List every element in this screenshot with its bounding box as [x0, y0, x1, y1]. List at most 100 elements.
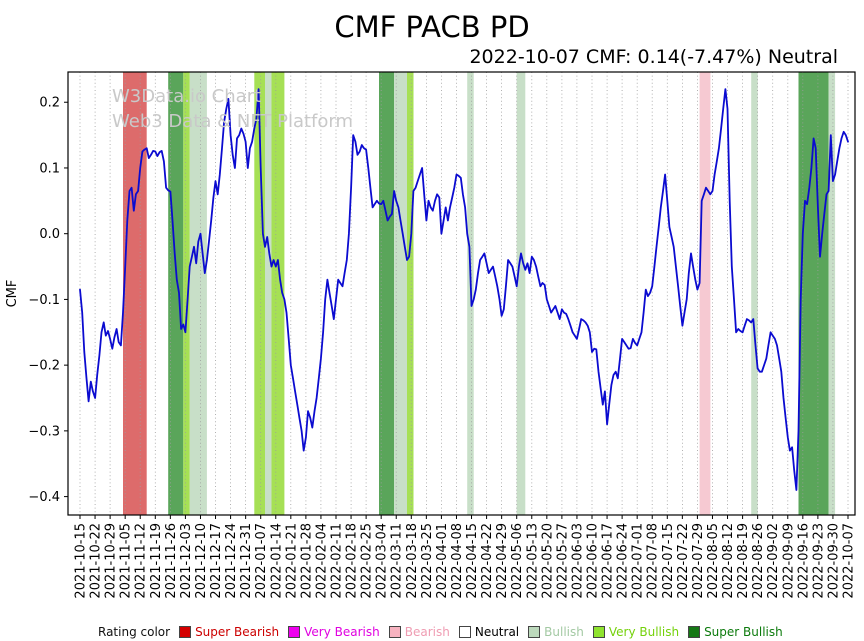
- x-tick-label: 2022-08-12: [721, 523, 736, 599]
- x-tick-label: 2022-06-17: [601, 523, 616, 599]
- legend-label: Very Bullish: [608, 625, 680, 639]
- x-tick-label: 2021-11-26: [164, 523, 179, 599]
- rating-band-bearish: [699, 72, 711, 515]
- x-tick-label: 2021-10-29: [104, 523, 119, 599]
- legend-label: Super Bearish: [195, 625, 280, 639]
- x-tick-label: 2022-01-14: [269, 523, 284, 599]
- legend-item: Super Bearish: [179, 625, 279, 639]
- x-tick-label: 2022-04-22: [480, 523, 495, 599]
- x-tick-label: 2022-03-11: [390, 523, 405, 599]
- rating-band-very_bullish: [183, 72, 190, 515]
- legend-label: Very Bearish: [304, 625, 380, 639]
- x-tick-label: 2022-08-26: [751, 523, 766, 599]
- legend-item: Neutral: [458, 625, 520, 639]
- y-tick-label: −0.3: [28, 424, 60, 439]
- x-tick-label: 2022-08-19: [736, 523, 751, 599]
- x-tick-label: 2022-02-18: [345, 523, 360, 599]
- rating-band-super_bullish: [379, 72, 395, 515]
- legend-swatch: [388, 626, 401, 638]
- x-tick-label: 2022-04-01: [435, 523, 450, 599]
- x-tick-label: 2021-10-22: [89, 523, 104, 599]
- rating-band-super_bearish: [123, 72, 147, 515]
- rating-band-bullish: [516, 72, 526, 515]
- cmf-line: [79, 88, 849, 491]
- x-tick-label: 2022-08-05: [706, 523, 721, 599]
- x-tick-label: 2021-11-12: [134, 523, 149, 599]
- x-tick-label: 2022-06-24: [616, 523, 631, 599]
- x-tick-label: 2022-07-29: [691, 523, 706, 599]
- x-tick-label: 2022-06-03: [570, 523, 585, 599]
- legend-label: Bearish: [404, 625, 450, 639]
- x-tick-label: 2021-12-10: [194, 523, 209, 599]
- x-tick-label: 2022-02-25: [360, 523, 375, 599]
- legend-swatch: [592, 626, 605, 638]
- watermark-line1: W3Data.io Chart: [112, 86, 261, 107]
- x-tick-label: 2022-03-18: [405, 523, 420, 599]
- rating-band-bullish: [394, 72, 407, 515]
- x-tick-label: 2022-04-08: [450, 523, 465, 599]
- x-tick-label: 2022-02-11: [330, 523, 345, 599]
- legend-item: Very Bearish: [288, 625, 380, 639]
- rating-band-bullish: [265, 72, 272, 515]
- plot-border: [67, 71, 856, 516]
- rating-band-very_bullish: [254, 72, 266, 515]
- x-tick-label: 2022-04-29: [495, 523, 510, 599]
- x-tick-label: 2022-09-16: [796, 523, 811, 599]
- legend-swatch: [179, 626, 192, 638]
- x-tick-label: 2022-09-23: [811, 523, 826, 599]
- x-tick-label: 2021-11-19: [149, 523, 164, 599]
- legend-swatch: [528, 626, 541, 638]
- chart-title: CMF PACB PD: [334, 10, 530, 44]
- y-tick-label: −0.1: [28, 293, 60, 308]
- rating-band-bullish: [751, 72, 758, 515]
- x-tick-label: 2022-01-21: [284, 523, 299, 599]
- x-tick-label: 2022-03-25: [420, 523, 435, 599]
- x-tick-label: 2021-12-03: [179, 523, 194, 599]
- y-tick-label: −0.2: [28, 359, 60, 374]
- x-tick-label: 2022-10-07: [842, 523, 857, 599]
- legend-swatch: [288, 626, 301, 638]
- x-tick-label: 2022-09-30: [826, 523, 841, 599]
- x-tick-label: 2021-12-31: [239, 523, 254, 599]
- x-tick-label: 2022-03-04: [375, 523, 390, 599]
- rating-band-super_bullish: [168, 72, 184, 515]
- legend-label: Neutral: [474, 625, 520, 639]
- x-tick-label: 2022-05-27: [555, 523, 570, 599]
- legend-label: Bullish: [544, 625, 584, 639]
- x-tick-label: 2022-09-09: [781, 523, 796, 599]
- x-tick-label: 2022-09-02: [766, 523, 781, 599]
- y-tick-label: 0.2: [39, 96, 60, 111]
- x-tick-label: 2022-06-10: [586, 523, 601, 599]
- x-tick-label: 2022-05-20: [540, 523, 555, 599]
- y-tick-label: −0.4: [28, 490, 60, 505]
- x-tick-label: 2021-12-24: [224, 523, 239, 599]
- rating-band-very_bullish: [271, 72, 285, 515]
- x-tick-label: 2021-11-05: [119, 523, 134, 599]
- y-axis-label: CMF: [5, 280, 20, 308]
- y-tick-label: 0.0: [39, 227, 60, 242]
- legend-title: Rating color: [98, 625, 171, 639]
- watermark-line2: Web3 Data & NFT Platform: [112, 111, 353, 132]
- x-tick-label: 2022-05-06: [510, 523, 525, 599]
- x-tick-label: 2022-07-22: [676, 523, 691, 599]
- chart-subtitle: 2022-10-07 CMF: 0.14(-7.47%) Neutral: [469, 46, 838, 68]
- x-tick-label: 2021-12-17: [209, 523, 224, 599]
- legend-item: Bearish: [388, 625, 450, 639]
- x-tick-label: 2022-07-01: [631, 523, 646, 599]
- x-tick-label: 2022-05-13: [525, 523, 540, 599]
- legend-item: Very Bullish: [592, 625, 680, 639]
- legend-label: Super Bullish: [704, 625, 783, 639]
- x-tick-label: 2022-01-07: [254, 523, 269, 599]
- x-tick-label: 2022-02-04: [314, 523, 329, 599]
- x-tick-label: 2022-07-08: [646, 523, 661, 599]
- legend-swatch: [458, 626, 471, 638]
- rating-band-bullish: [828, 72, 836, 515]
- legend-item: Bullish: [528, 625, 584, 639]
- x-tick-label: 2022-01-28: [299, 523, 314, 599]
- rating-legend: Rating color Super Bearish Very Bearish Be…: [0, 619, 864, 641]
- legend-item: Super Bullish: [688, 625, 783, 639]
- legend-swatch: [688, 626, 701, 638]
- rating-band-very_bullish: [407, 72, 414, 515]
